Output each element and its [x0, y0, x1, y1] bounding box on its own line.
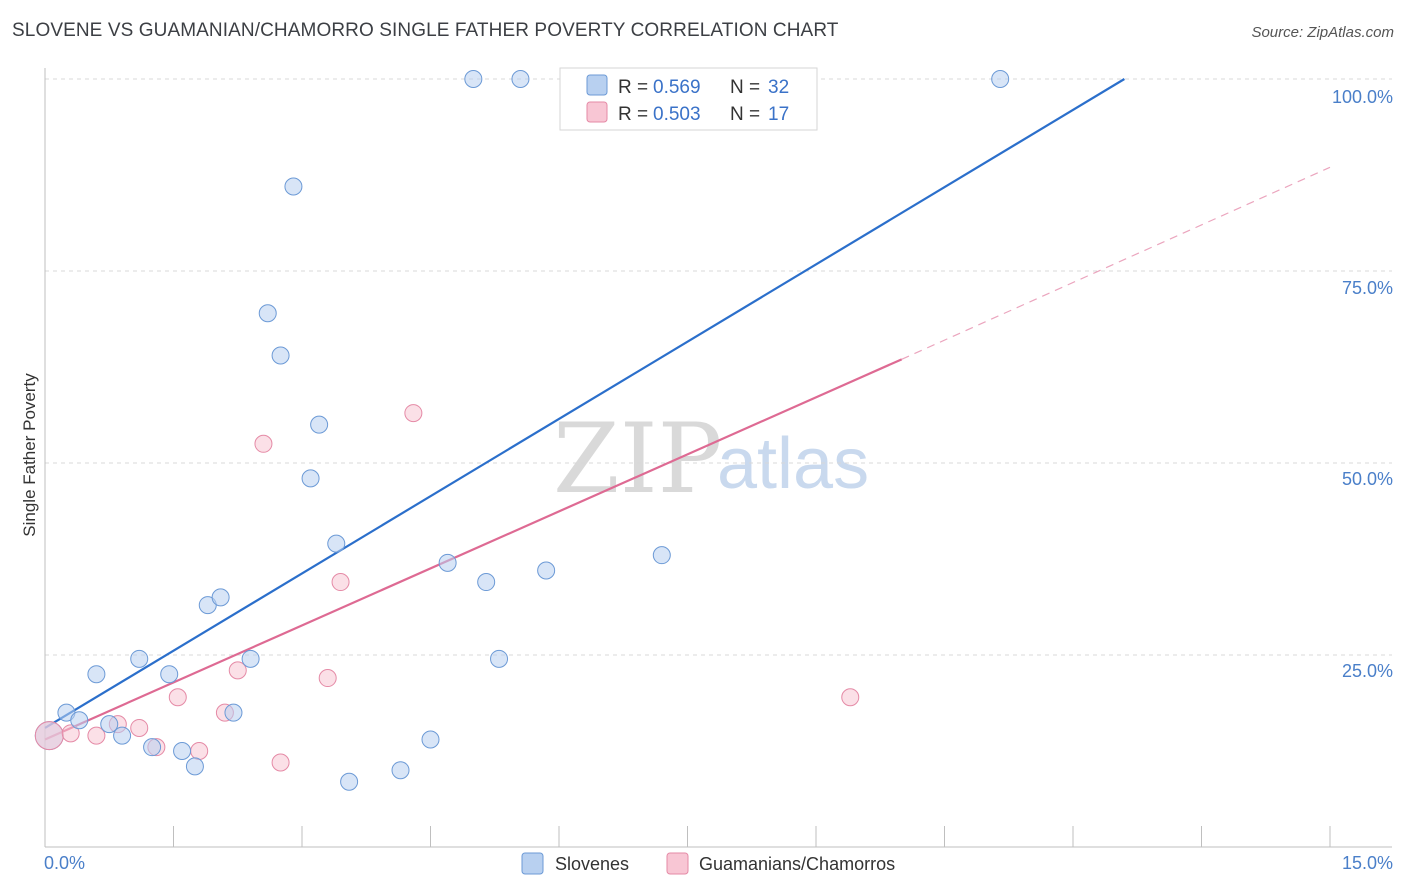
point-slovenes-31	[991, 70, 1010, 88]
point-guamanians-10	[254, 434, 273, 453]
point-guamanians-11	[271, 753, 290, 772]
point-slovenes-21	[340, 772, 359, 791]
watermark-zip: ZIP	[553, 403, 722, 515]
point-slovenes-16	[271, 346, 290, 365]
point-slovenes-27	[490, 649, 509, 668]
point-guamanians-2	[87, 726, 106, 745]
point-guamanians-16	[841, 688, 860, 707]
point-slovenes-7	[143, 738, 162, 757]
legend-n-label-1: N =	[730, 77, 760, 98]
x-tick-label-min: 0.0%	[44, 853, 85, 873]
y-tick-label-25: 25.0%	[1342, 661, 1393, 681]
y-tick-labels: 25.0% 50.0% 75.0% 100.0%	[1332, 87, 1393, 681]
point-slovenes-18	[301, 469, 320, 488]
point-slovenes-22	[391, 761, 410, 780]
chart-title: SLOVENE VS GUAMANIAN/CHAMORRO SINGLE FAT…	[12, 20, 839, 41]
y-axis-label: Single Father Poverty	[20, 373, 39, 537]
point-slovenes-6	[130, 649, 149, 668]
point-slovenes-20	[327, 534, 346, 553]
x-tick-label-max: 15.0%	[1342, 853, 1393, 873]
point-slovenes-14	[241, 649, 260, 668]
trend-line-slovenes	[44, 78, 1125, 729]
point-slovenes-3	[87, 665, 106, 684]
bottom-legend-swatch-guamanians	[666, 852, 689, 875]
point-slovenes-9	[173, 742, 192, 760]
legend-n-value-1: 32	[768, 77, 789, 98]
trend-line-guamanians	[44, 358, 903, 741]
legend-r-value-2: 0.503	[653, 104, 701, 125]
trend-line-guamanians-extension	[901, 166, 1331, 360]
point-guamanians-4	[130, 718, 149, 737]
correlation-legend: R = 0.569 N = 32 R = 0.503 N = 17	[559, 67, 818, 131]
point-guamanians-12	[318, 669, 337, 688]
point-slovenes-5	[113, 726, 132, 745]
axes	[44, 68, 1392, 848]
point-slovenes-25	[464, 70, 483, 88]
trend-lines	[44, 78, 1331, 741]
point-slovenes-26	[477, 573, 496, 592]
gridlines	[45, 78, 1392, 656]
legend-swatch-pink	[586, 101, 608, 123]
point-slovenes-15	[258, 304, 277, 323]
point-guamanians-14	[404, 404, 423, 423]
legend-n-value-2: 17	[768, 104, 789, 125]
series-legend: Slovenes Guamanians/Chamorros	[521, 852, 895, 875]
point-guamanians-1	[61, 724, 80, 743]
point-slovenes-29	[537, 561, 556, 580]
legend-r-label-1: R =	[618, 77, 648, 98]
y-tick-label-100: 100.0%	[1332, 87, 1393, 107]
data-points	[34, 70, 1010, 791]
legend-r-label-2: R =	[618, 104, 648, 125]
bottom-legend-guamanians: Guamanians/Chamorros	[699, 854, 895, 874]
point-guamanians-large	[34, 721, 64, 751]
point-slovenes-28	[511, 70, 530, 88]
point-slovenes-24	[438, 553, 457, 572]
point-slovenes-19	[310, 415, 329, 434]
point-slovenes-4	[100, 715, 119, 734]
point-slovenes-23	[421, 730, 440, 749]
point-guamanians-7	[190, 742, 209, 760]
point-slovenes-17	[284, 177, 303, 196]
legend-n-label-2: N =	[730, 104, 760, 125]
watermark-atlas: atlas	[717, 424, 869, 504]
legend-r-value-1: 0.569	[653, 77, 701, 98]
point-slovenes-2	[70, 711, 89, 730]
point-slovenes-10	[185, 757, 204, 776]
point-guamanians-13	[331, 573, 350, 592]
point-guamanians-6	[168, 688, 187, 707]
legend-swatch-blue	[586, 74, 608, 96]
y-tick-label-50: 50.0%	[1342, 469, 1393, 489]
point-slovenes-13	[224, 703, 243, 722]
point-slovenes-8	[160, 665, 179, 684]
bottom-legend-slovenes: Slovenes	[555, 854, 629, 874]
point-guamanians-9	[228, 661, 247, 680]
point-slovenes-30	[652, 546, 671, 565]
source-credit: Source: ZipAtlas.com	[1251, 24, 1394, 41]
point-slovenes-12	[211, 588, 230, 607]
bottom-legend-swatch-slovenes	[521, 852, 544, 875]
y-tick-label-75: 75.0%	[1342, 278, 1393, 298]
